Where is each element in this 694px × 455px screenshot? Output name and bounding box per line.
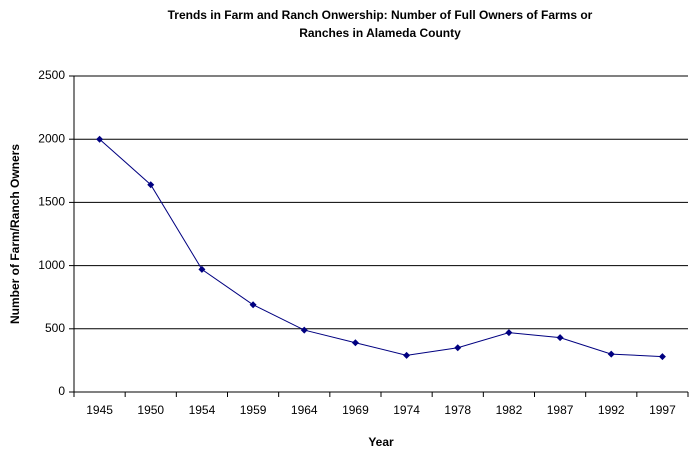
x-tick-label: 1959 xyxy=(240,403,267,417)
x-tick-label: 1974 xyxy=(393,403,420,417)
x-tick-label: 1964 xyxy=(291,403,318,417)
data-point xyxy=(147,181,155,189)
y-tick-label: 2500 xyxy=(38,68,65,82)
data-point xyxy=(300,326,308,334)
x-tick-label: 1992 xyxy=(598,403,625,417)
data-point xyxy=(556,334,564,342)
data-point xyxy=(607,350,615,358)
x-tick-label: 1950 xyxy=(137,403,164,417)
data-point xyxy=(403,351,411,359)
x-tick-label: 1987 xyxy=(547,403,574,417)
data-point xyxy=(351,339,359,347)
x-tick-label: 1945 xyxy=(86,403,113,417)
y-tick-label: 1000 xyxy=(38,258,65,272)
x-tick-label: 1969 xyxy=(342,403,369,417)
data-line xyxy=(99,138,663,358)
y-tick-label: 500 xyxy=(45,321,65,335)
x-axis-label: Year xyxy=(368,435,394,449)
chart-title: Trends in Farm and Ranch Onwership: Numb… xyxy=(167,8,593,40)
data-point xyxy=(505,329,513,337)
y-tick-label: 1500 xyxy=(38,195,65,209)
x-tick-label: 1982 xyxy=(496,403,523,417)
x-tick-label: 1978 xyxy=(444,403,471,417)
y-axis-label: Number of Farm/Ranch Owners xyxy=(8,144,22,324)
x-tick-label: 1997 xyxy=(649,403,676,417)
y-tick-label: 0 xyxy=(58,384,65,398)
data-point xyxy=(454,344,462,352)
y-tick-label: 2000 xyxy=(38,131,65,145)
data-point xyxy=(96,135,104,143)
x-tick-label: 1954 xyxy=(189,403,216,417)
data-point xyxy=(198,265,206,273)
data-point xyxy=(249,301,257,309)
data-point xyxy=(658,353,666,361)
